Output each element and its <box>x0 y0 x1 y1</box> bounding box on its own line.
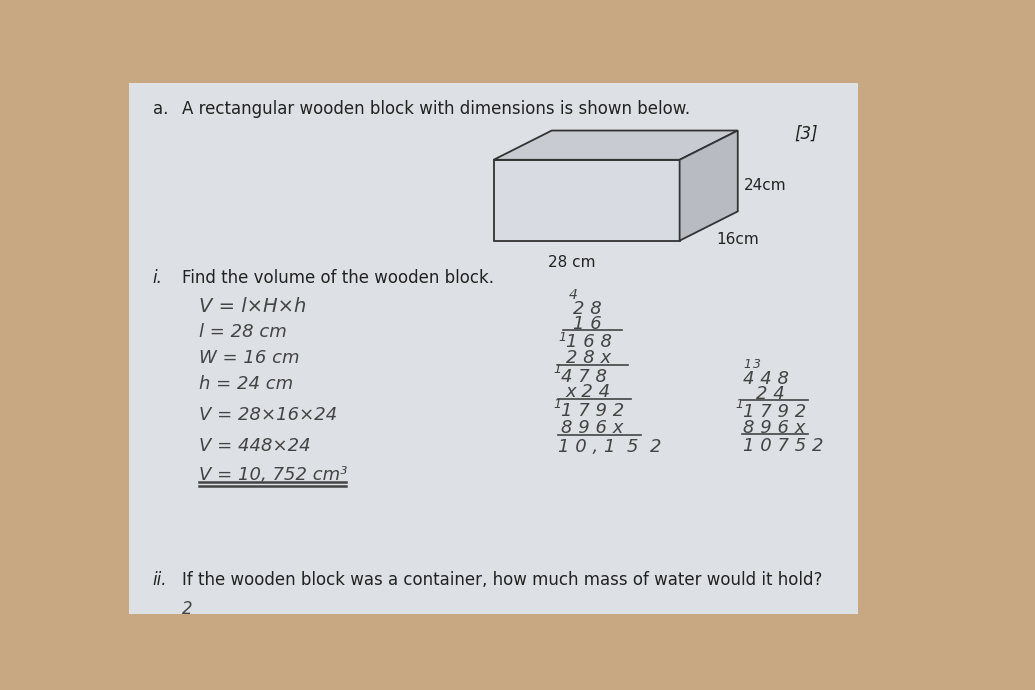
Text: W = 16 cm: W = 16 cm <box>199 349 299 367</box>
Text: If the wooden block was a container, how much mass of water would it hold?: If the wooden block was a container, how… <box>182 571 823 589</box>
Text: 8 9 6 x: 8 9 6 x <box>743 419 805 437</box>
Polygon shape <box>680 130 738 241</box>
Text: h = 24 cm: h = 24 cm <box>199 375 293 393</box>
Text: i.: i. <box>152 269 162 287</box>
Text: V = 10, 752 cm³: V = 10, 752 cm³ <box>199 466 348 484</box>
Text: 4 7 8: 4 7 8 <box>561 368 608 386</box>
Text: 2 4: 2 4 <box>756 386 785 404</box>
Text: 1 6: 1 6 <box>573 315 602 333</box>
Text: 2 8 x: 2 8 x <box>566 349 611 367</box>
Text: 2: 2 <box>182 600 193 618</box>
Text: 2 8: 2 8 <box>573 300 602 318</box>
Text: [3]: [3] <box>794 125 818 143</box>
Polygon shape <box>494 160 680 241</box>
Text: 1: 1 <box>558 331 566 344</box>
Text: 1: 1 <box>743 359 751 371</box>
Text: 1 0 7 5 2: 1 0 7 5 2 <box>743 437 824 455</box>
Text: 16cm: 16cm <box>716 232 760 247</box>
Text: 1 6 8: 1 6 8 <box>566 333 612 351</box>
Text: A rectangular wooden block with dimensions is shown below.: A rectangular wooden block with dimensio… <box>182 100 690 118</box>
Text: 4: 4 <box>569 288 578 302</box>
Text: V = 28×16×24: V = 28×16×24 <box>199 406 337 424</box>
Text: 24cm: 24cm <box>744 178 787 193</box>
Text: x 2 4: x 2 4 <box>566 383 611 401</box>
Text: 28 cm: 28 cm <box>548 255 595 270</box>
Text: 1 7 9 2: 1 7 9 2 <box>743 403 806 421</box>
Text: 1 7 9 2: 1 7 9 2 <box>561 402 624 420</box>
Text: ii.: ii. <box>152 571 167 589</box>
Text: 8 9 6 x: 8 9 6 x <box>561 419 623 437</box>
Text: V = 448×24: V = 448×24 <box>199 437 310 455</box>
Text: a.: a. <box>152 100 168 118</box>
Text: 1: 1 <box>554 363 561 376</box>
Text: Find the volume of the wooden block.: Find the volume of the wooden block. <box>182 269 494 287</box>
Text: l = 28 cm: l = 28 cm <box>199 323 287 341</box>
Polygon shape <box>494 130 738 160</box>
Text: 1 0 , 1  5  2: 1 0 , 1 5 2 <box>558 437 661 456</box>
Text: 1: 1 <box>554 397 561 411</box>
Text: 3: 3 <box>752 359 761 371</box>
Text: 1: 1 <box>736 399 743 411</box>
Text: 4 4 8: 4 4 8 <box>743 370 789 388</box>
Text: V = l×H×h: V = l×H×h <box>199 297 306 316</box>
